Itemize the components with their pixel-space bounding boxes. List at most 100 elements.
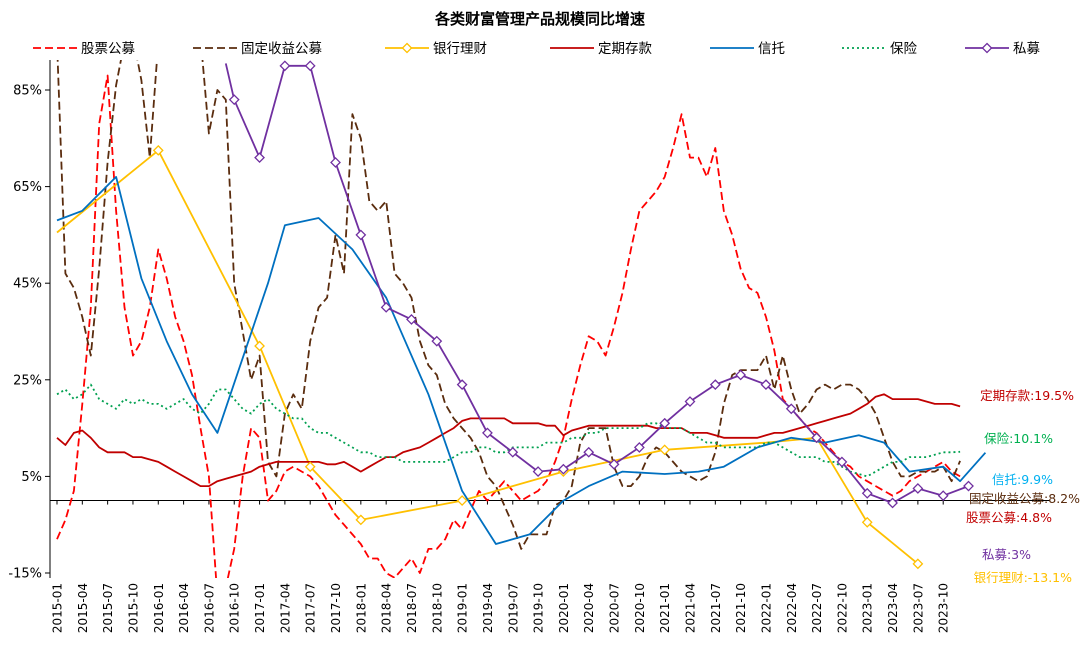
x-tick-label: 2020-07: [608, 583, 622, 633]
series-line-6: [224, 63, 969, 504]
series-marker-6: [684, 396, 696, 407]
series-marker-2: [861, 516, 873, 528]
y-axis: 85% 65% 45% 25% 5% -15%: [8, 60, 51, 582]
series-marker-6: [785, 403, 797, 415]
end-label-3: 定期存款:19.5%: [980, 388, 1074, 403]
x-tick-label: 2017-04: [278, 583, 292, 633]
x-tick-label: 2016-07: [202, 583, 216, 633]
x-tick-label: 2020-01: [557, 583, 571, 633]
x-tick-label: 2018-10: [430, 583, 444, 633]
x-tick-label: 2019-04: [481, 583, 495, 633]
series-marker-6: [355, 229, 367, 241]
x-tick-label: 2018-07: [405, 583, 419, 633]
end-label-4: 信托:9.9%: [992, 472, 1053, 487]
end-labels: 股票公募:4.8% 固定收益公募:8.2% 银行理财:-13.1% 定期存款:19.5…: [966, 388, 1080, 585]
series-marker-6: [735, 369, 747, 381]
legend-marker-2: [401, 42, 413, 54]
markers-group: [152, 60, 974, 570]
x-tick-label: 2017-01: [253, 583, 267, 633]
x-tick-label: 2016-04: [177, 583, 191, 633]
x-tick-label: 2022-10: [835, 583, 849, 633]
end-label-1: 固定收益公募:8.2%: [969, 491, 1080, 506]
series-marker-2: [304, 461, 316, 473]
series-line-2: [56, 149, 919, 565]
x-tick-label: 2015-01: [51, 583, 65, 633]
chart-title: 各类财富管理产品规模同比增速: [434, 10, 645, 28]
series-marker-6: [482, 427, 493, 439]
series-line-3: [56, 393, 961, 488]
x-tick-label: 2022-01: [759, 583, 773, 633]
series-marker-6: [937, 490, 949, 502]
y-tick-label: 25%: [13, 373, 42, 388]
x-tick-label: 2022-07: [810, 583, 824, 633]
x-tick-label: 2023-04: [886, 583, 900, 633]
y-tick-label: 85%: [13, 84, 42, 99]
series-marker-6: [431, 335, 443, 347]
x-tick-label: 2020-04: [582, 583, 596, 633]
legend-label-0: 股票公募: [81, 41, 135, 57]
y-tick-label: 45%: [13, 277, 42, 292]
legend-label-2: 银行理财: [433, 41, 487, 57]
x-tick-label: 2020-10: [633, 583, 647, 633]
series-marker-6: [304, 60, 316, 72]
series-marker-6: [254, 152, 265, 164]
series-marker-2: [456, 495, 468, 506]
x-tick-label: 2021-04: [684, 583, 698, 633]
series-marker-6: [760, 379, 772, 391]
series-marker-6: [608, 458, 620, 470]
x-tick-label: 2023-01: [861, 583, 875, 633]
legend: 股票公募 固定收益公募 银行理财 定期存款 信托 保险 私募: [33, 41, 1041, 57]
x-tick-label: 2019-07: [506, 583, 520, 633]
x-tick-label: 2016-10: [228, 583, 242, 633]
y-tick-label: 65%: [13, 180, 42, 195]
series-line-1: [56, 60, 961, 550]
y-tick-label: 5%: [21, 470, 42, 485]
legend-label-3: 定期存款: [598, 41, 652, 57]
y-tick-label: -15%: [8, 567, 42, 582]
x-tick-label: 2016-01: [152, 583, 166, 633]
x-tick-label: 2023-07: [911, 583, 925, 633]
legend-label-6: 私募: [1013, 41, 1041, 57]
series-marker-6: [963, 480, 974, 492]
end-label-5: 保险:10.1%: [984, 431, 1053, 446]
series-marker-6: [456, 379, 468, 391]
series-marker-6: [811, 432, 823, 444]
legend-label-1: 固定收益公募: [241, 41, 322, 57]
x-tick-label: 2019-10: [532, 583, 546, 633]
series-group: [56, 60, 987, 578]
legend-marker-6: [981, 42, 993, 54]
series-marker-6: [532, 466, 544, 477]
series-marker-2: [659, 444, 671, 456]
x-tick-label: 2019-01: [456, 583, 470, 633]
x-tick-label: 2017-07: [304, 583, 318, 633]
x-tick-label: 2015-04: [76, 583, 90, 633]
series-marker-6: [507, 446, 519, 458]
x-tick-label: 2017-10: [329, 583, 343, 633]
x-tick-label: 2015-10: [126, 583, 140, 633]
legend-label-5: 保险: [890, 41, 918, 57]
x-tick-label: 2015-07: [101, 583, 115, 633]
series-marker-2: [912, 558, 924, 570]
legend-label-4: 信托: [758, 41, 785, 57]
series-line-0: [56, 74, 961, 578]
x-tick-label: 2021-01: [658, 583, 672, 633]
series-marker-6: [330, 157, 341, 168]
series-marker-6: [228, 94, 240, 106]
series-line-5: [56, 383, 961, 478]
x-tick-label: 2018-01: [354, 583, 368, 633]
x-axis: 2015-01 2015-04 2015-07 2015-10 2016-01 2016-…: [50, 500, 1050, 633]
series-marker-6: [583, 446, 595, 458]
series-marker-6: [709, 379, 721, 391]
x-tick-label: 2022-04: [785, 583, 799, 633]
x-tick-label: 2023-10: [937, 583, 951, 633]
series-marker-6: [406, 314, 417, 325]
series-marker-6: [887, 497, 898, 509]
x-tick-label: 2021-07: [709, 583, 723, 633]
end-label-6: 私募:3%: [982, 547, 1031, 562]
series-marker-6: [633, 442, 645, 453]
series-marker-2: [152, 144, 164, 156]
x-tick-label: 2021-10: [734, 583, 748, 633]
series-marker-2: [355, 514, 367, 526]
end-label-0: 股票公募:4.8%: [966, 510, 1052, 525]
